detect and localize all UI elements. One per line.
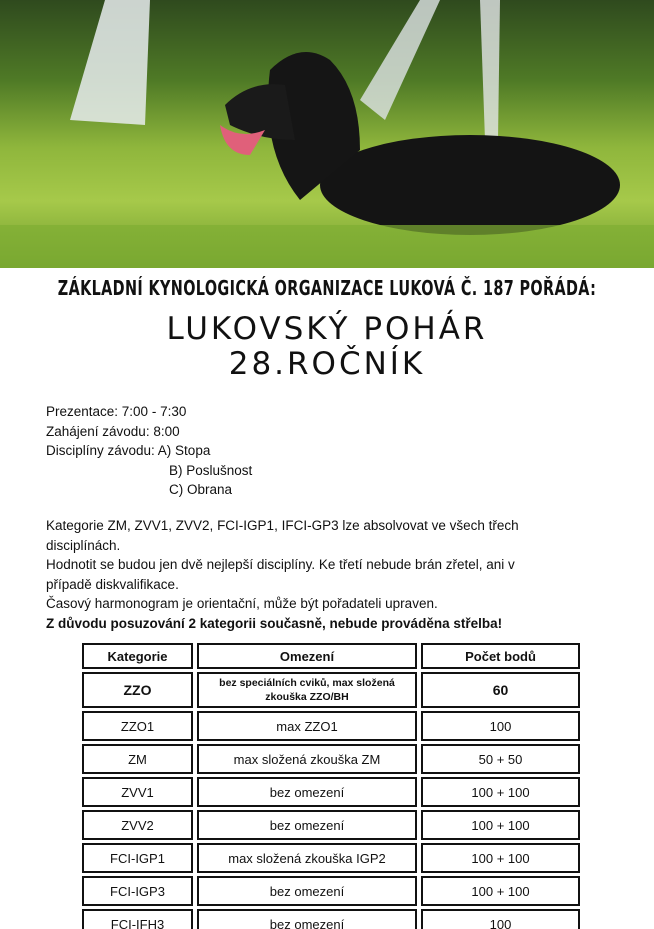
note-line: Hodnotit se budou jen dvě nejlepší disci… — [46, 557, 515, 572]
cell-points: 50 + 50 — [421, 744, 580, 774]
cell-points: 100 — [421, 711, 580, 741]
table-row: FCI-IFH3 bez omezení 100 — [82, 909, 580, 929]
cell-restriction: max složená zkouška ZM — [197, 744, 417, 774]
cell-category: ZZO1 — [82, 711, 193, 741]
dog-illustration — [0, 0, 654, 268]
presentation-time: Prezentace: 7:00 - 7:30 — [46, 404, 187, 419]
cell-points: 100 + 100 — [421, 876, 580, 906]
cell-category: FCI-IGP3 — [82, 876, 193, 906]
table-row: ZVV2 bez omezení 100 + 100 — [82, 810, 580, 840]
cell-category: FCI-IGP1 — [82, 843, 193, 873]
cell-restriction: bez omezení — [197, 777, 417, 807]
categories-table: Kategorie Omezení Počet bodů ZZO bez spec… — [78, 640, 584, 929]
disciplines-a: Disciplíny závodu: A) Stopa — [46, 443, 211, 458]
cell-category: ZM — [82, 744, 193, 774]
cell-restriction: max ZZO1 — [197, 711, 417, 741]
cell-points: 100 + 100 — [421, 810, 580, 840]
table-row: ZZO bez speciálních cviků, max složená zk… — [82, 672, 580, 708]
schedule: Prezentace: 7:00 - 7:30 Zahájení závodu:… — [46, 402, 252, 500]
organizer-heading: ZÁKLADNÍ KYNOLOGICKÁ ORGANIZACE LUKOVÁ Č… — [57, 276, 597, 300]
discipline-c: C) Obrana — [169, 482, 233, 497]
note-line: Časový harmonogram je orientační, může b… — [46, 596, 438, 611]
cell-category: FCI-IFH3 — [82, 909, 193, 929]
note-line: případě diskvalifikace. — [46, 576, 179, 592]
cell-restriction: bez omezení — [197, 876, 417, 906]
cell-category: ZVV1 — [82, 777, 193, 807]
note-line: Kategorie ZM, ZVV1, ZVV2, FCI-IGP1, IFCI… — [46, 518, 519, 533]
event-title: LUKOVSKÝ POHÁR — [166, 311, 488, 347]
table-row: ZVV1 bez omezení 100 + 100 — [82, 777, 580, 807]
table-row: FCI-IGP3 bez omezení 100 + 100 — [82, 876, 580, 906]
cell-restriction: max složená zkouška IGP2 — [197, 843, 417, 873]
table-header-row: Kategorie Omezení Počet bodů — [82, 643, 580, 669]
cell-points: 100 — [421, 909, 580, 929]
cell-restriction: bez speciálních cviků, max složená zkouš… — [197, 672, 417, 708]
table-row: FCI-IGP1 max složená zkouška IGP2 100 + 10… — [82, 843, 580, 873]
cell-restriction: bez omezení — [197, 810, 417, 840]
cell-category: ZVV2 — [82, 810, 193, 840]
notes: Kategorie ZM, ZVV1, ZVV2, FCI-IGP1, IFCI… — [46, 516, 519, 633]
header-points: Počet bodů — [421, 643, 580, 669]
cell-points: 100 + 100 — [421, 843, 580, 873]
note-warning: Z důvodu posuzování 2 kategorii současně… — [46, 615, 503, 631]
cell-category: ZZO — [82, 672, 193, 708]
header-restriction: Omezení — [197, 643, 417, 669]
cell-points: 60 — [421, 672, 580, 708]
start-time: Zahájení závodu: 8:00 — [46, 423, 180, 439]
event-edition: 28.ROČNÍK — [228, 346, 426, 382]
cell-restriction: bez omezení — [197, 909, 417, 929]
table-row: ZZO1 max ZZO1 100 — [82, 711, 580, 741]
dog-photo — [0, 0, 654, 268]
header-category: Kategorie — [82, 643, 193, 669]
discipline-b: B) Poslušnost — [169, 462, 253, 478]
cell-points: 100 + 100 — [421, 777, 580, 807]
table-row: ZM max složená zkouška ZM 50 + 50 — [82, 744, 580, 774]
note-line: disciplínách. — [46, 537, 121, 553]
